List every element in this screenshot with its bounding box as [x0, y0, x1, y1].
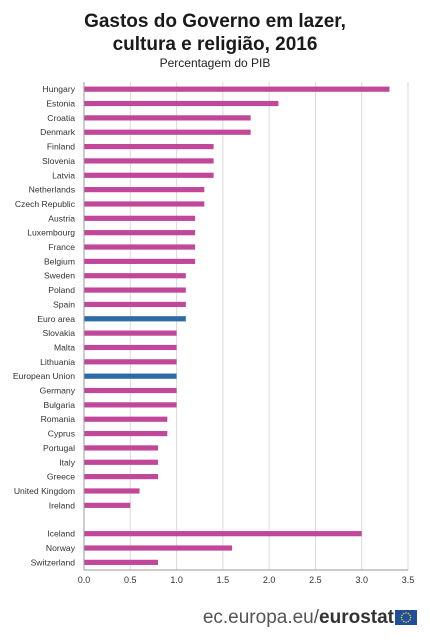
category-label: Iceland	[47, 529, 75, 539]
eu-flag-icon	[395, 610, 417, 625]
category-label: Greece	[47, 472, 75, 482]
bar	[84, 445, 159, 451]
bar	[84, 215, 196, 221]
bar	[84, 416, 168, 422]
flag-star	[409, 619, 411, 621]
flag-star	[405, 621, 407, 623]
bar	[84, 330, 177, 336]
category-label: Italy	[59, 457, 75, 467]
bar	[84, 531, 362, 537]
x-tick-label: 0.5	[124, 575, 137, 585]
flag-star	[405, 612, 407, 614]
bar	[84, 129, 251, 135]
bar	[84, 474, 159, 480]
category-label: Austria	[48, 213, 75, 223]
bar	[84, 244, 196, 250]
flag-star	[409, 614, 411, 616]
category-label: Bulgaria	[43, 400, 75, 410]
bar	[84, 172, 214, 178]
category-label: Euro area	[37, 314, 75, 324]
bar	[84, 100, 279, 107]
bar-chart: 0.0 0.5 1.0 1.5 2.0 2.5 3.0 3.5 Hungary Estonia Cr…	[13, 82, 415, 585]
bar	[84, 316, 186, 322]
flag-star	[402, 620, 405, 623]
category-label: Hungary	[43, 84, 76, 94]
category-label: Norway	[46, 543, 76, 553]
category-label: Estonia	[46, 99, 75, 109]
bar	[84, 430, 168, 437]
category-label: Germany	[40, 386, 76, 396]
flag-star	[401, 614, 403, 616]
bar	[84, 258, 196, 264]
category-label: European Union	[13, 371, 75, 381]
x-tick-label: 2.5	[309, 575, 322, 585]
category-label: Switzerland	[31, 557, 76, 567]
category-label: Poland	[48, 285, 75, 295]
category-label: United Kingdom	[14, 486, 75, 496]
category-label: Croatia	[47, 113, 75, 123]
category-label: Belgium	[44, 256, 75, 266]
x-tick-label: 1.0	[170, 575, 183, 585]
footer-brand: eurostat	[319, 607, 394, 628]
flag-star	[407, 620, 410, 623]
bar	[84, 201, 205, 207]
x-tick-label: 0.0	[78, 575, 91, 585]
bar	[84, 86, 390, 92]
category-label: Denmark	[40, 127, 76, 137]
category-label: Malta	[54, 342, 75, 352]
bar	[84, 187, 205, 193]
x-tick-label: 1.5	[217, 575, 230, 585]
flag-star	[407, 612, 410, 615]
bar	[84, 545, 233, 551]
category-label: Latvia	[52, 170, 75, 180]
category-label: Slovenia	[42, 156, 75, 166]
bar	[84, 559, 159, 565]
category-label: Portugal	[43, 443, 75, 453]
bar	[84, 287, 186, 293]
category-label: Sweden	[44, 271, 75, 281]
bar	[84, 301, 186, 308]
category-label: Lithuania	[40, 357, 75, 367]
x-tick-label: 3.0	[355, 575, 368, 585]
flag-star	[409, 616, 412, 619]
bar	[84, 387, 177, 394]
category-label: France	[48, 242, 75, 252]
category-label: Spain	[53, 299, 75, 309]
bar	[84, 359, 177, 365]
category-label: Czech Republic	[15, 199, 76, 209]
flag-star	[401, 619, 403, 621]
category-label: Ireland	[49, 500, 75, 510]
bar	[84, 402, 177, 408]
bar	[84, 502, 131, 508]
bar	[84, 230, 196, 236]
chart-subtitle: Percentagem do PIB	[159, 56, 271, 70]
bar	[84, 143, 214, 150]
footer-domain: ec.europa.eu/	[202, 607, 320, 628]
category-label: Romania	[41, 414, 76, 424]
category-label: Slovakia	[43, 328, 76, 338]
chart-title-line-1: Gastos do Governo em lazer,	[84, 11, 346, 32]
x-tick-label: 2.0	[263, 575, 276, 585]
bar	[84, 459, 159, 465]
flag-star	[400, 616, 403, 619]
footer-source: ec.europa.eu/eurostat	[203, 607, 394, 629]
chart-title-line-2: cultura e religião, 2016	[112, 34, 318, 55]
category-label: Finland	[47, 142, 75, 152]
bar	[84, 373, 177, 379]
x-tick-label: 3.5	[402, 575, 415, 585]
bar	[84, 273, 186, 279]
chart-title: Gastos do Governo em lazer, cultura e re…	[0, 10, 430, 56]
category-label: Netherlands	[29, 185, 75, 195]
bar	[84, 488, 140, 494]
flag-star	[402, 612, 405, 615]
category-label: Cyprus	[48, 429, 75, 439]
category-label: Luxembourg	[27, 228, 75, 238]
bar	[84, 115, 251, 121]
bar	[84, 344, 177, 351]
bar	[84, 158, 214, 164]
